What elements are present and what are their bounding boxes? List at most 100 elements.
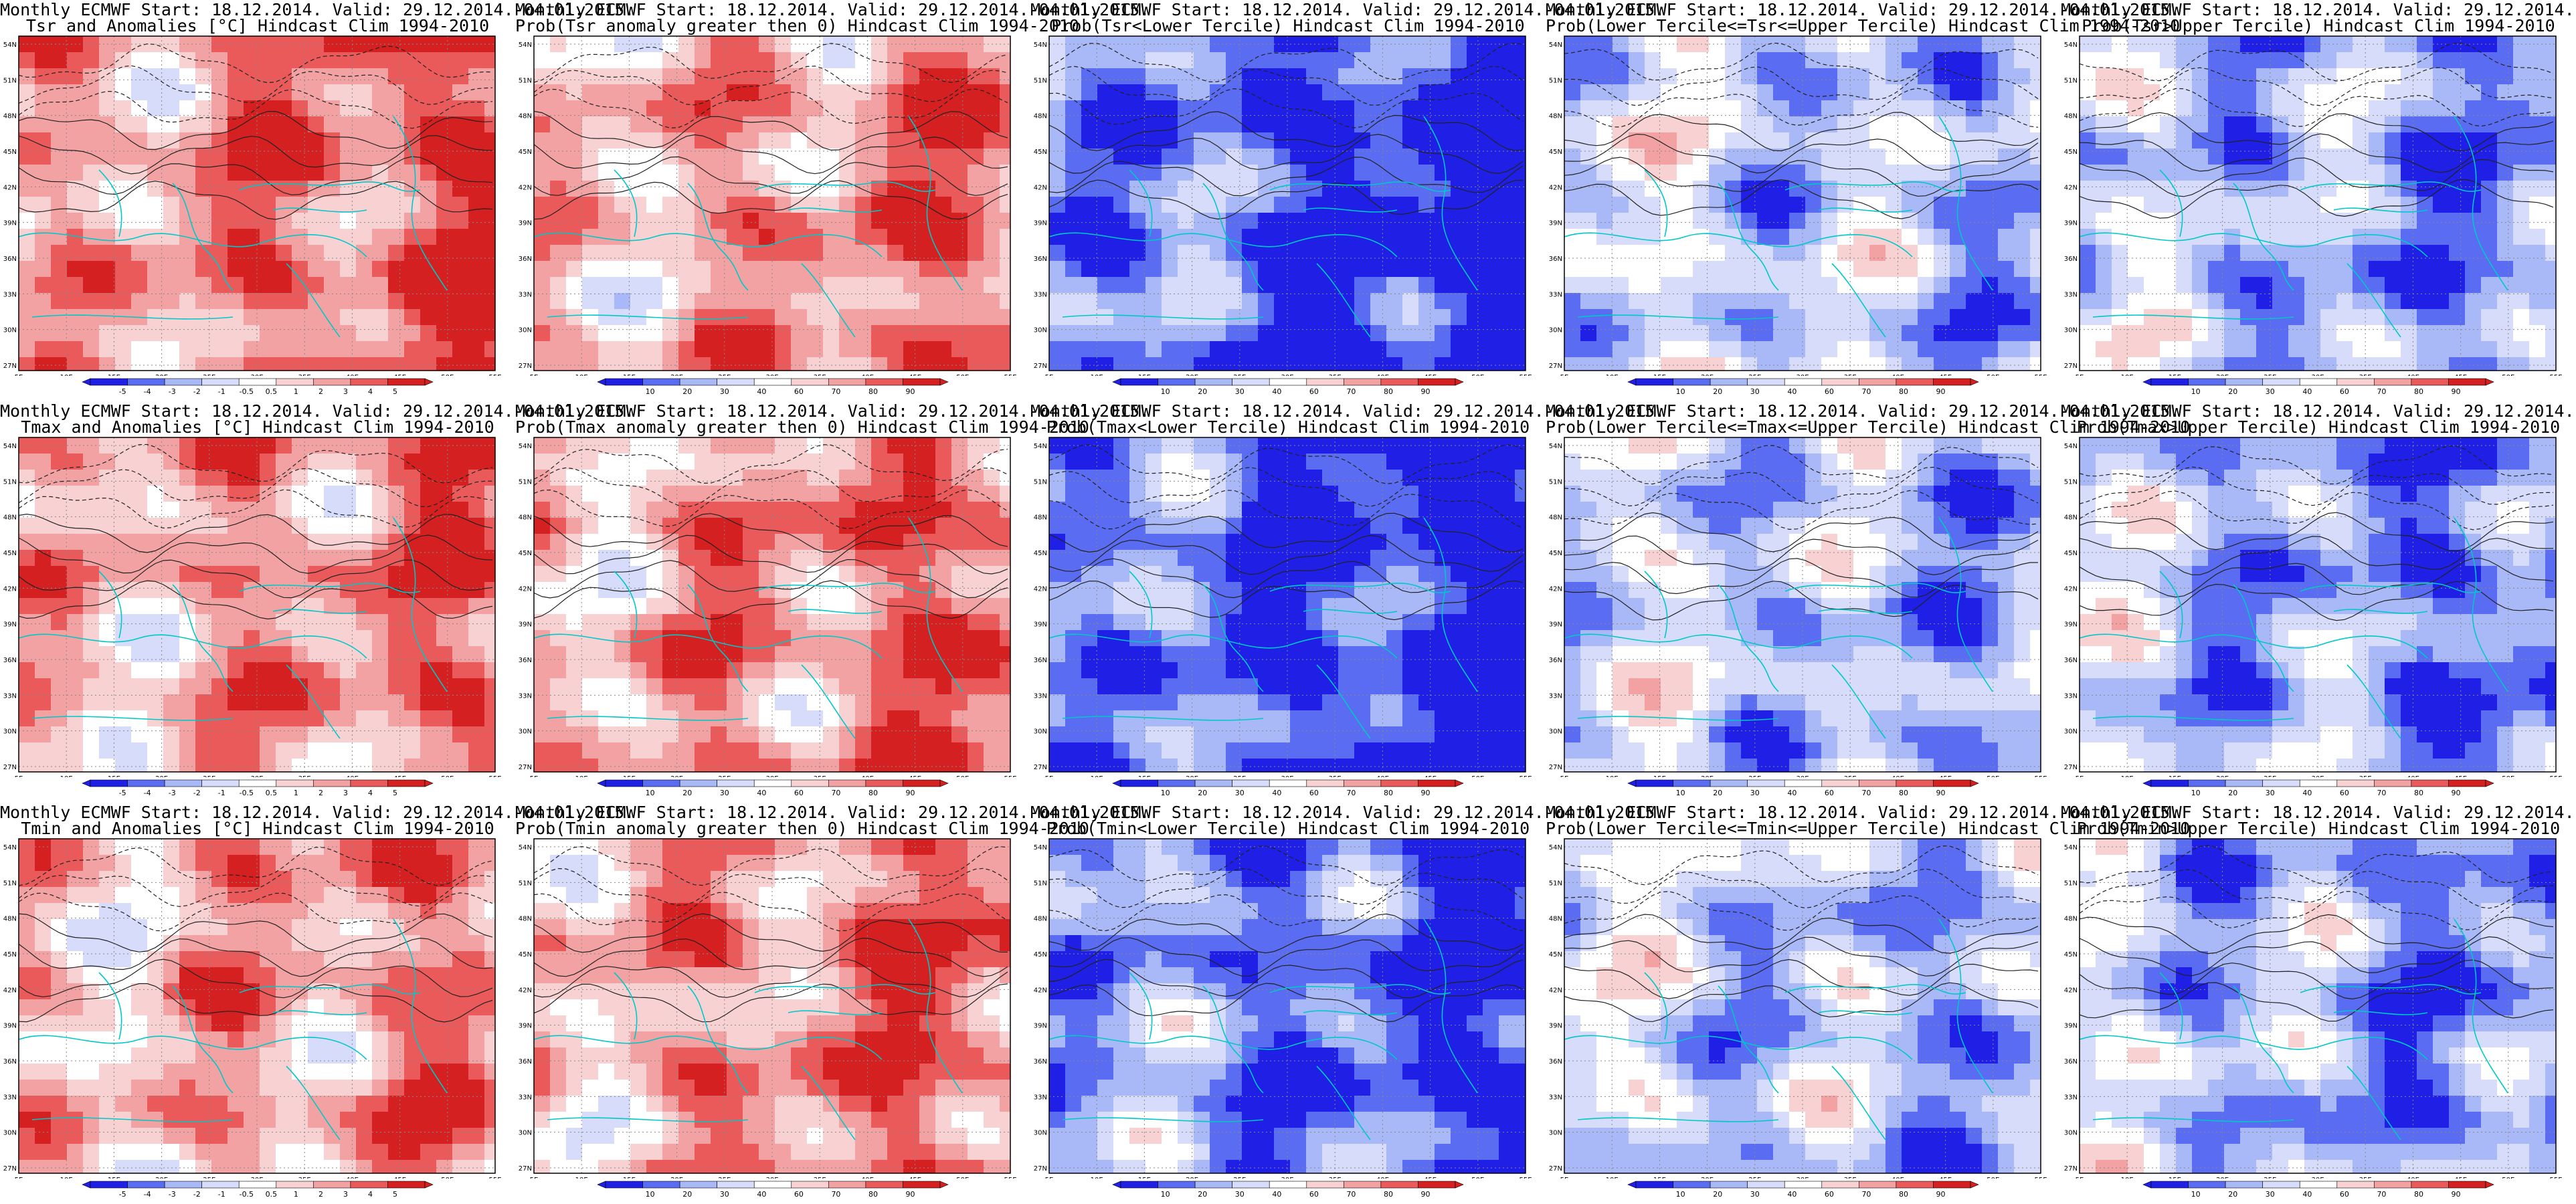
field-cell — [598, 277, 615, 294]
field-cell — [2014, 52, 2031, 69]
field-cell — [598, 742, 615, 759]
field-cell — [51, 630, 68, 647]
field-cell — [2417, 100, 2433, 117]
field-cell — [1338, 68, 1355, 85]
field-cell — [163, 229, 180, 245]
field-cell — [1596, 100, 1613, 117]
field-cell — [759, 582, 775, 599]
field-cell — [372, 293, 389, 310]
field-cell — [484, 759, 495, 772]
field-cell — [1467, 277, 1483, 294]
field-cell — [1629, 277, 1645, 294]
field-cell — [1725, 165, 1742, 181]
field-cell — [984, 454, 1000, 470]
field-cell — [356, 261, 373, 278]
field-cell — [534, 646, 551, 663]
field-cell — [791, 694, 808, 711]
field-cell — [1081, 116, 1098, 133]
field-cell — [1451, 229, 1467, 245]
field-cell — [1821, 181, 1838, 197]
field-cell — [276, 678, 292, 695]
forecast-map: 54N51N48N45N42N39N36N33N30N27N5E10E15E20… — [1549, 35, 2047, 376]
field-cell — [1661, 293, 1677, 310]
field-cell — [2481, 277, 2498, 294]
field-cell — [951, 261, 968, 278]
field-cell — [887, 245, 904, 262]
field-cell — [759, 357, 775, 371]
field-cell — [951, 582, 968, 599]
field-cell — [1242, 229, 1259, 245]
field-cell — [1467, 68, 1483, 85]
field-cell — [147, 261, 164, 278]
field-cell — [727, 341, 743, 358]
field-cell — [807, 245, 824, 262]
field-cell — [372, 245, 389, 262]
field-cell — [1306, 213, 1323, 229]
field-cell — [2160, 293, 2177, 310]
field-cell — [1483, 84, 1499, 101]
field-cell — [1322, 357, 1339, 371]
field-cell — [83, 582, 100, 599]
field-cell — [2112, 52, 2128, 69]
field-cell — [662, 470, 679, 486]
longitude-label: 35E — [298, 775, 311, 777]
field-cell — [420, 486, 437, 502]
field-cell — [436, 678, 453, 695]
field-cell — [260, 261, 276, 278]
field-cell — [2529, 197, 2546, 213]
field-cell — [759, 518, 775, 534]
field-cell — [1902, 261, 1918, 278]
field-cell — [1483, 357, 1499, 371]
field-cell — [2030, 132, 2041, 149]
field-cell — [984, 309, 1000, 326]
field-cell — [550, 68, 567, 85]
field-cell — [1418, 197, 1435, 213]
field-cell — [404, 566, 421, 583]
field-cell — [775, 325, 792, 342]
field-cell — [534, 100, 551, 117]
field-cell — [83, 213, 100, 229]
field-cell — [1000, 694, 1010, 711]
field-cell — [1000, 165, 1010, 181]
coastline — [393, 517, 448, 692]
field-cell — [951, 518, 968, 534]
field-cell — [1402, 116, 1419, 133]
field-cell — [2176, 116, 2193, 133]
field-cell — [614, 518, 631, 534]
field-cell — [534, 293, 551, 310]
coastline — [98, 571, 122, 639]
field-cell — [1451, 293, 1467, 310]
field-cell — [855, 52, 872, 69]
field-cell — [2192, 293, 2209, 310]
field-cell — [550, 486, 567, 502]
field-cell — [1418, 309, 1435, 326]
field-cell — [2208, 261, 2225, 278]
field-cell — [2160, 84, 2177, 101]
field-cell — [1065, 100, 1082, 117]
colorbar-swatch — [238, 378, 277, 386]
map-panel: Monthly ECMWF Start: 18.12.2014. Valid: … — [1546, 0, 2180, 401]
field-cell — [163, 662, 180, 679]
field-cell — [1805, 197, 1822, 213]
field-cell — [1515, 293, 1526, 310]
field-cell — [2320, 52, 2337, 69]
field-cell — [743, 84, 759, 101]
field-cell — [2513, 245, 2530, 262]
field-cell — [1693, 293, 1710, 310]
field-cell — [550, 277, 567, 294]
field-cell — [1596, 341, 1613, 358]
field-cell — [823, 213, 840, 229]
shaded-field — [534, 36, 1010, 371]
field-cell — [759, 454, 775, 470]
field-cell — [1451, 197, 1467, 213]
field-cell — [227, 614, 244, 631]
field-cell — [1934, 325, 1950, 342]
field-cell — [566, 277, 583, 294]
field-cell — [2401, 245, 2417, 262]
field-cell — [791, 245, 808, 262]
field-cell — [1757, 84, 1774, 101]
field-cell — [51, 325, 68, 342]
field-cell — [1386, 261, 1403, 278]
field-cell — [1741, 357, 1758, 371]
field-cell — [1596, 197, 1613, 213]
